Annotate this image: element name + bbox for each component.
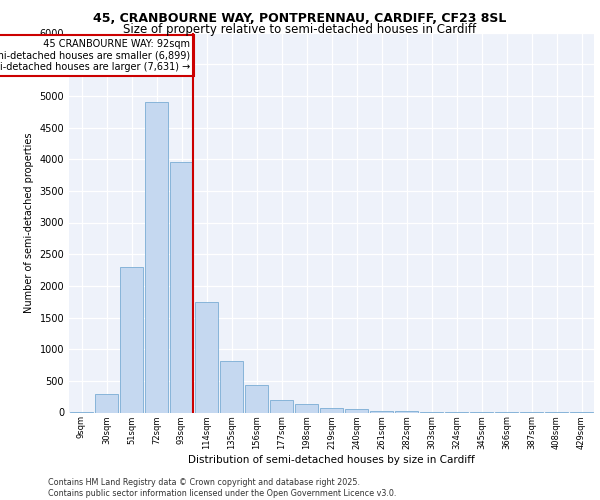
Bar — [120, 267, 143, 412]
Bar — [270, 400, 293, 412]
X-axis label: Distribution of semi-detached houses by size in Cardiff: Distribution of semi-detached houses by … — [188, 455, 475, 465]
Y-axis label: Number of semi-detached properties: Number of semi-detached properties — [24, 132, 34, 313]
Bar — [145, 102, 168, 412]
Bar — [395, 411, 418, 412]
Bar — [245, 386, 268, 412]
Text: Contains HM Land Registry data © Crown copyright and database right 2025.
Contai: Contains HM Land Registry data © Crown c… — [48, 478, 397, 498]
Bar — [95, 394, 118, 412]
Bar — [220, 360, 243, 412]
Bar — [195, 302, 218, 412]
Bar — [370, 410, 393, 412]
Bar — [170, 162, 193, 412]
Text: 45 CRANBOURNE WAY: 92sqm
← 47% of semi-detached houses are smaller (6,899)
  52%: 45 CRANBOURNE WAY: 92sqm ← 47% of semi-d… — [0, 39, 190, 72]
Text: 45, CRANBOURNE WAY, PONTPRENNAU, CARDIFF, CF23 8SL: 45, CRANBOURNE WAY, PONTPRENNAU, CARDIFF… — [94, 12, 506, 26]
Bar — [320, 408, 343, 412]
Bar — [345, 410, 368, 412]
Bar — [295, 404, 318, 412]
Text: Size of property relative to semi-detached houses in Cardiff: Size of property relative to semi-detach… — [124, 22, 476, 36]
